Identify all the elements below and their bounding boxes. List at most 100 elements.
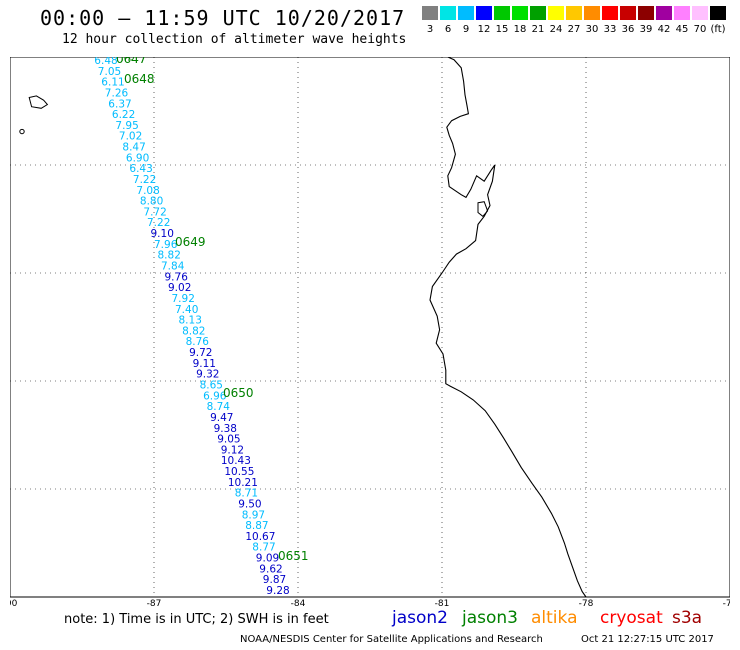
scale-swatch <box>602 6 618 20</box>
scale-label: 39 <box>639 24 653 35</box>
scale-label: 30 <box>585 24 599 35</box>
scale-swatch <box>692 6 708 20</box>
swh-value-label: 7.40 <box>175 304 198 316</box>
swh-value-label: 7.22 <box>133 174 156 186</box>
coastline-path <box>429 57 587 598</box>
swh-value-label: 6.90 <box>126 152 149 164</box>
scale-label: 36 <box>621 24 635 35</box>
scale-swatch <box>476 6 492 20</box>
time-label: 0651 <box>278 549 309 563</box>
swh-value-label: 6.22 <box>112 109 135 121</box>
scale-swatch <box>638 6 654 20</box>
page-title: 00:00 – 11:59 UTC 10/20/2017 <box>40 6 406 30</box>
swh-value-label: 9.10 <box>151 228 174 240</box>
time-label: 0648 <box>124 72 155 86</box>
footer-credit: NOAA/NESDIS Center for Satellite Applica… <box>240 634 543 645</box>
scale-swatch <box>566 6 582 20</box>
swh-value-label: 8.77 <box>252 542 275 554</box>
scale-swatch <box>458 6 474 20</box>
swh-value-label: 8.47 <box>122 142 145 154</box>
swh-value-label: 9.05 <box>217 434 240 446</box>
swh-value-label: 8.80 <box>140 196 163 208</box>
swh-value-label: 9.76 <box>165 271 189 283</box>
lon-tick-label: -81 <box>435 599 450 609</box>
scale-label: 27 <box>567 24 581 35</box>
swh-value-label: 9.62 <box>259 563 282 575</box>
scale-swatch <box>530 6 546 20</box>
swh-value-label: 9.28 <box>266 585 289 597</box>
swh-value-label: 9.11 <box>193 358 216 370</box>
swh-value-label: 9.50 <box>238 499 261 511</box>
swh-value-label: 8.74 <box>207 401 231 413</box>
swh-value-label: 10.43 <box>221 455 251 467</box>
swh-value-label: 8.97 <box>242 509 265 521</box>
map-grid: -90 -87 -84 -81 -78 -75 <box>10 57 730 609</box>
scale-swatch <box>710 6 726 20</box>
scale-swatch <box>422 6 438 20</box>
scale-swatch <box>620 6 636 20</box>
satellite-track: 6.487.056.117.266.376.227.957.028.476.90… <box>94 57 308 597</box>
swh-value-label: 7.08 <box>136 185 159 197</box>
legend-jason3: jason3 <box>462 608 518 628</box>
island-outline <box>19 128 25 135</box>
swh-value-label: 8.76 <box>186 336 210 348</box>
footer-timestamp: Oct 21 12:27:15 UTC 2017 <box>581 634 714 645</box>
swh-value-label: 9.38 <box>214 423 237 435</box>
scale-label: 24 <box>549 24 563 35</box>
swh-value-label: 7.84 <box>161 261 185 273</box>
time-label: 0649 <box>175 235 206 249</box>
scale-label: 33 <box>603 24 617 35</box>
units-note: note: 1) Time is in UTC; 2) SWH is in fe… <box>64 612 329 627</box>
legend-cryosat: cryosat <box>600 608 663 628</box>
legend-s3a: s3a <box>672 608 703 628</box>
swh-value-label: 10.67 <box>245 531 275 543</box>
page-subtitle: 12 hour collection of altimeter wave hei… <box>62 32 407 47</box>
scale-label: 9 <box>462 24 470 35</box>
lon-tick-label: -84 <box>291 599 306 609</box>
swh-value-label: 6.11 <box>101 77 124 89</box>
swh-value-label: 9.47 <box>210 412 233 424</box>
swh-value-label: 8.82 <box>182 325 205 337</box>
legend-altika: altika <box>531 608 578 628</box>
scale-label: 21 <box>531 24 545 35</box>
swh-value-label: 8.71 <box>235 488 258 500</box>
swh-value-label: 9.87 <box>263 574 286 586</box>
swh-value-label: 10.55 <box>224 466 254 478</box>
time-label: 0650 <box>223 386 254 400</box>
time-label: 0647 <box>116 57 147 66</box>
swh-value-label: 7.22 <box>147 217 170 229</box>
swh-value-label: 6.37 <box>108 98 131 110</box>
swh-value-label: 9.32 <box>196 369 219 381</box>
scale-swatch <box>494 6 510 20</box>
swh-value-label: 7.72 <box>143 206 166 218</box>
swh-value-label: 8.87 <box>245 520 268 532</box>
swh-value-label: 7.02 <box>119 131 142 143</box>
scale-swatch <box>440 6 456 20</box>
swh-value-label: 9.72 <box>189 347 212 359</box>
swh-value-label: 7.05 <box>98 66 121 78</box>
coastline <box>19 57 587 598</box>
map-frame <box>10 57 730 598</box>
scale-label: 70 <box>693 24 707 35</box>
swh-value-label: 7.26 <box>105 87 129 99</box>
lon-tick-label: -75 <box>723 599 730 609</box>
swh-value-label: 8.82 <box>158 250 181 262</box>
swh-value-label: 7.95 <box>115 120 138 132</box>
scale-swatch <box>656 6 672 20</box>
swh-value-label: 6.48 <box>94 57 117 67</box>
lon-tick-label: -90 <box>10 599 18 609</box>
scale-label: (ft) <box>710 24 726 35</box>
scale-label: 18 <box>513 24 527 35</box>
lon-tick-label: -78 <box>579 599 594 609</box>
swh-value-label: 9.02 <box>168 282 191 294</box>
scale-label: 42 <box>657 24 671 35</box>
swh-value-label: 7.96 <box>154 239 178 251</box>
swh-value-label: 8.65 <box>200 380 223 392</box>
scale-swatch <box>512 6 528 20</box>
scale-label: 45 <box>675 24 689 35</box>
scale-swatch <box>584 6 600 20</box>
swh-value-label: 7.92 <box>172 293 195 305</box>
scale-label: 12 <box>477 24 491 35</box>
island-outline <box>477 201 489 217</box>
